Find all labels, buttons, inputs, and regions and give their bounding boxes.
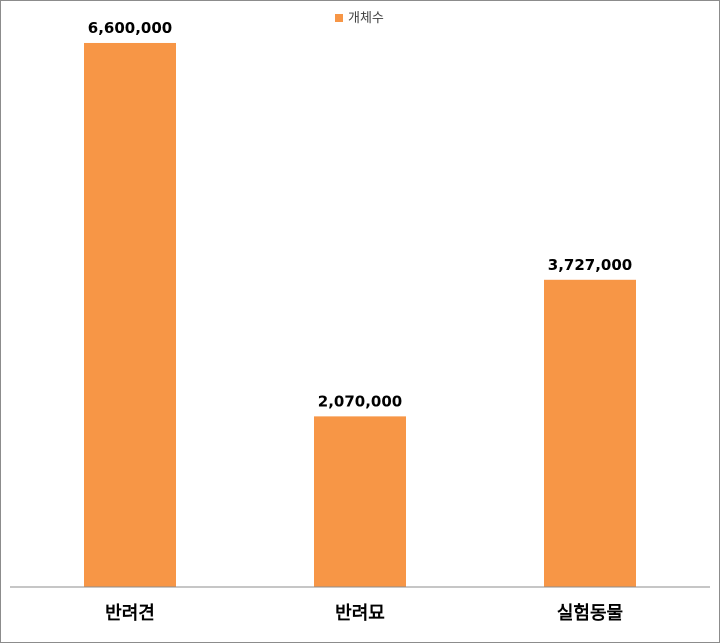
bars-group bbox=[84, 42, 636, 587]
bar-3 bbox=[544, 279, 636, 587]
bar-1 bbox=[84, 42, 176, 587]
category-label-3: 실험동물 bbox=[557, 602, 623, 624]
legend-swatch bbox=[335, 14, 343, 22]
legend: 개체수 bbox=[335, 11, 384, 26]
legend-label: 개체수 bbox=[348, 11, 384, 26]
category-label-2: 반려묘 bbox=[335, 603, 385, 624]
bar-2 bbox=[314, 416, 406, 587]
category-labels-group: 반려견 반려묘 실험동물 bbox=[105, 602, 623, 624]
data-labels-group: 6,600,000 2,070,000 3,727,000 bbox=[88, 19, 632, 410]
data-label-3: 3,727,000 bbox=[548, 256, 632, 274]
data-label-1: 6,600,000 bbox=[88, 19, 172, 37]
category-label-1: 반려견 bbox=[105, 603, 155, 624]
data-label-2: 2,070,000 bbox=[318, 392, 402, 410]
